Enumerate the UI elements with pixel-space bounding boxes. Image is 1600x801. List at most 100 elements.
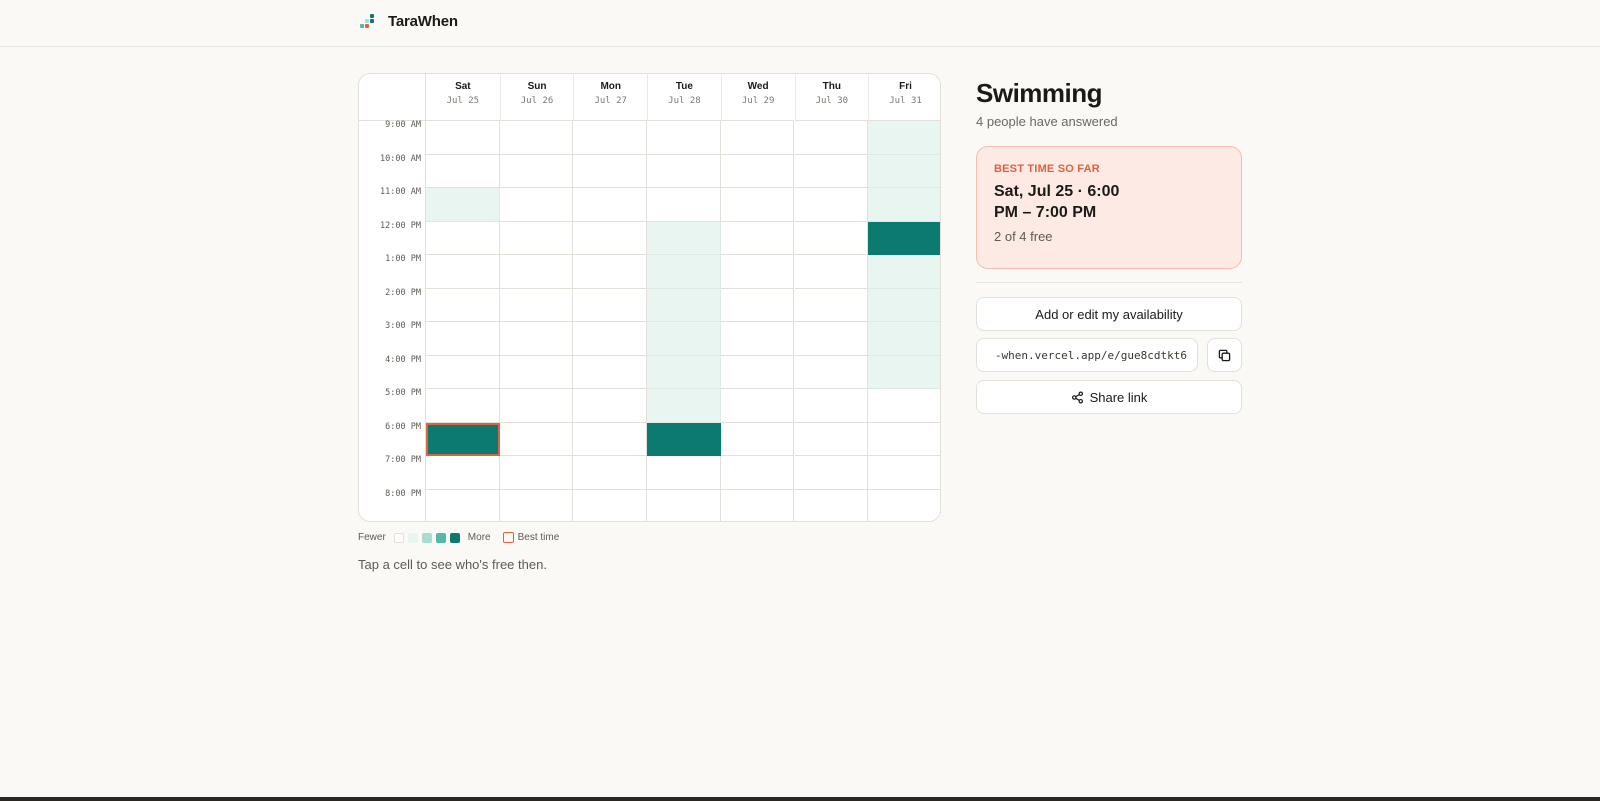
grid-cell[interactable] xyxy=(720,221,795,255)
share-icon xyxy=(1071,391,1083,403)
day-name: Tue xyxy=(675,81,693,92)
grid-cell[interactable] xyxy=(720,154,795,188)
grid-cell[interactable] xyxy=(720,489,795,521)
grid-cell[interactable] xyxy=(573,489,648,521)
grid-cell[interactable] xyxy=(499,121,574,155)
grid-cell[interactable] xyxy=(794,255,869,289)
grid-cell[interactable] xyxy=(794,121,869,155)
grid-cell[interactable] xyxy=(720,422,795,456)
day-header-mon: Mon Jul 27 xyxy=(573,74,648,121)
grid-cell[interactable] xyxy=(720,355,795,389)
grid-cell[interactable] xyxy=(794,355,869,389)
grid-cell[interactable] xyxy=(573,389,648,423)
grid-cell[interactable] xyxy=(720,456,795,490)
grid-cell[interactable] xyxy=(426,456,500,490)
grid-cell[interactable] xyxy=(499,489,574,521)
legend: Fewer More Best time xyxy=(358,532,559,543)
time-label: 11:00 AM xyxy=(380,187,421,197)
grid-cell[interactable] xyxy=(426,288,500,322)
legend-swatch xyxy=(407,532,418,543)
time-label: 7:00 PM xyxy=(385,455,421,465)
grid-cell[interactable] xyxy=(573,188,648,222)
availability-grid: Sat Jul 25 Sun Jul 26 Mon Jul 27 Tue Jul 28 Wed J… xyxy=(358,73,941,522)
grid-cell[interactable] xyxy=(573,288,648,322)
grid-cell[interactable] xyxy=(499,389,574,423)
grid-cell[interactable] xyxy=(647,255,721,289)
share-link-field[interactable]: -when.vercel.app/e/gue8cdtkt6 xyxy=(976,338,1198,372)
grid-cell[interactable] xyxy=(647,389,721,423)
grid-cell[interactable] xyxy=(868,489,940,521)
edit-availability-button[interactable]: Add or edit my availability xyxy=(976,297,1242,331)
grid-cell[interactable] xyxy=(426,322,500,356)
copy-link-button[interactable] xyxy=(1207,338,1242,372)
grid-cell[interactable] xyxy=(499,456,574,490)
grid-cell[interactable] xyxy=(426,154,500,188)
grid-cell[interactable] xyxy=(868,221,940,255)
grid-cell[interactable] xyxy=(499,288,574,322)
grid-cell[interactable] xyxy=(720,288,795,322)
grid-cell[interactable] xyxy=(794,322,869,356)
grid-cell[interactable] xyxy=(426,255,500,289)
grid-cell[interactable] xyxy=(868,288,940,322)
grid-cell[interactable] xyxy=(573,221,648,255)
legend-more: More xyxy=(467,532,491,543)
grid-cell[interactable] xyxy=(794,188,869,222)
grid-cell[interactable] xyxy=(720,322,795,356)
grid-cell[interactable] xyxy=(868,121,940,155)
grid-cell[interactable] xyxy=(647,489,721,521)
share-link-button[interactable]: Share link xyxy=(976,380,1242,414)
grid-cell[interactable] xyxy=(426,221,500,255)
grid-cell[interactable] xyxy=(720,188,795,222)
grid-cell[interactable] xyxy=(499,188,574,222)
grid-cell[interactable] xyxy=(720,389,795,423)
grid-cell[interactable] xyxy=(794,154,869,188)
grid-cell[interactable] xyxy=(499,355,574,389)
grid-cell[interactable] xyxy=(794,489,869,521)
grid-cell[interactable] xyxy=(720,121,795,155)
brand[interactable]: TaraWhen xyxy=(360,12,458,30)
grid-cell[interactable] xyxy=(868,355,940,389)
grid-cell[interactable] xyxy=(573,121,648,155)
grid-cell[interactable] xyxy=(647,221,721,255)
grid-cell[interactable] xyxy=(499,255,574,289)
time-label: 3:00 PM xyxy=(385,321,421,331)
grid-cell[interactable] xyxy=(647,121,721,155)
grid-cell[interactable] xyxy=(426,355,500,389)
grid-cell[interactable] xyxy=(794,288,869,322)
grid-cell[interactable] xyxy=(794,389,869,423)
grid-cell[interactable] xyxy=(647,188,721,222)
grid-cell[interactable] xyxy=(573,456,648,490)
grid-cell[interactable] xyxy=(794,221,869,255)
grid-cell[interactable] xyxy=(499,322,574,356)
grid-cell[interactable] xyxy=(499,422,574,456)
grid-cell[interactable] xyxy=(794,422,869,456)
grid-cell[interactable] xyxy=(647,355,721,389)
grid-cell[interactable] xyxy=(868,389,940,423)
grid-cell[interactable] xyxy=(647,456,721,490)
day-name: Sun xyxy=(527,81,547,92)
grid-cell[interactable] xyxy=(794,456,869,490)
grid-cell[interactable] xyxy=(426,389,500,423)
grid-cell[interactable] xyxy=(426,121,500,155)
grid-cell[interactable] xyxy=(426,188,500,222)
grid-cell[interactable] xyxy=(499,154,574,188)
grid-cell[interactable] xyxy=(868,456,940,490)
grid-cell[interactable] xyxy=(573,355,648,389)
grid-cell[interactable] xyxy=(647,154,721,188)
grid-cell[interactable] xyxy=(868,255,940,289)
grid-cell[interactable] xyxy=(647,322,721,356)
grid-cell[interactable] xyxy=(868,322,940,356)
grid-cell[interactable] xyxy=(868,422,940,456)
grid-cell[interactable] xyxy=(573,422,648,456)
grid-cell[interactable] xyxy=(868,154,940,188)
grid-cell[interactable] xyxy=(868,188,940,222)
grid-cell[interactable] xyxy=(426,489,500,521)
grid-cell[interactable] xyxy=(647,288,721,322)
best-time-cell[interactable] xyxy=(426,422,500,456)
grid-cell[interactable] xyxy=(573,154,648,188)
grid-cell[interactable] xyxy=(573,322,648,356)
grid-cell[interactable] xyxy=(499,221,574,255)
grid-cell[interactable] xyxy=(647,422,721,456)
grid-cell[interactable] xyxy=(573,255,648,289)
grid-cell[interactable] xyxy=(720,255,795,289)
